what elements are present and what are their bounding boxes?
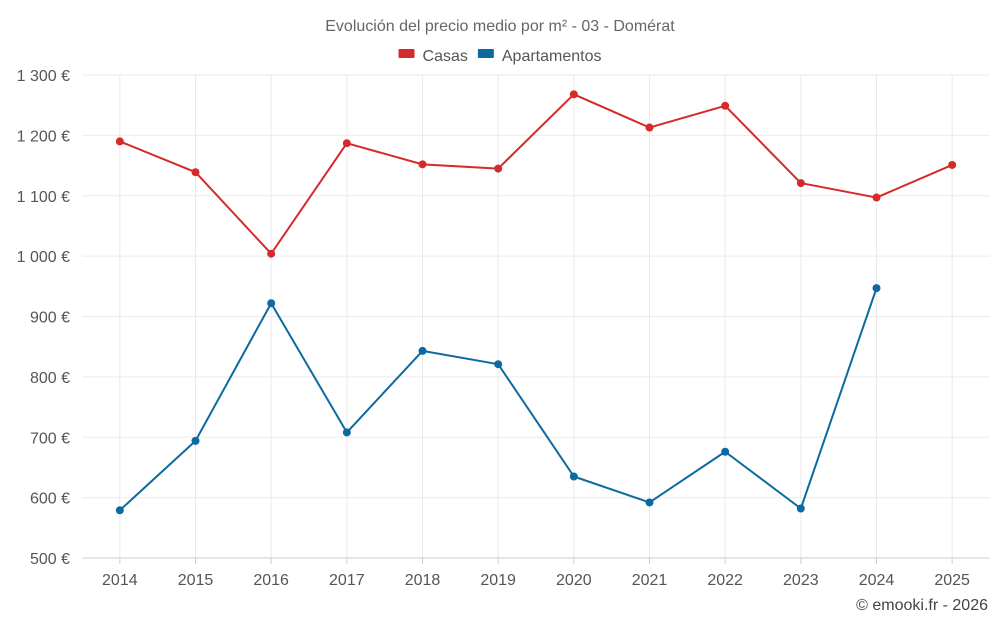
data-point[interactable]: [645, 498, 654, 507]
data-point[interactable]: [872, 193, 881, 202]
x-tick-label: 2017: [329, 572, 365, 589]
x-tick-label: 2019: [480, 572, 516, 589]
y-tick-label: 900 €: [30, 310, 70, 327]
series-apartamentos: [115, 284, 881, 515]
legend-label: Casas: [423, 48, 468, 65]
data-point[interactable]: [721, 101, 730, 110]
data-point[interactable]: [569, 90, 578, 99]
legend-label: Apartamentos: [502, 48, 602, 65]
data-point[interactable]: [645, 123, 654, 132]
y-tick-label: 1 000 €: [17, 249, 70, 266]
x-tick-label: 2025: [934, 572, 970, 589]
data-point[interactable]: [115, 506, 124, 515]
data-point[interactable]: [494, 360, 503, 369]
data-point[interactable]: [267, 249, 276, 258]
credit-text: © emooki.fr - 2026: [856, 597, 988, 614]
x-tick-label: 2018: [405, 572, 441, 589]
data-point[interactable]: [796, 504, 805, 513]
chart-title: Evolución del precio medio por m² - 03 -…: [325, 18, 675, 35]
x-tick-label: 2016: [253, 572, 289, 589]
series-casas: [115, 90, 957, 258]
data-point[interactable]: [872, 284, 881, 293]
series-line: [119, 93, 953, 255]
x-tick-label: 2014: [102, 572, 138, 589]
data-point[interactable]: [418, 346, 427, 355]
data-point[interactable]: [342, 139, 351, 148]
data-point[interactable]: [721, 447, 730, 456]
data-point[interactable]: [115, 137, 124, 146]
data-point[interactable]: [569, 472, 578, 481]
data-point[interactable]: [796, 179, 805, 188]
legend-swatch: [398, 49, 415, 58]
data-point[interactable]: [342, 428, 351, 437]
x-tick-label: 2023: [783, 572, 819, 589]
data-point[interactable]: [191, 168, 200, 177]
y-tick-label: 600 €: [30, 491, 70, 508]
data-point[interactable]: [948, 160, 957, 169]
data-point[interactable]: [418, 160, 427, 169]
axes: 500 € 600 € 700 € 800 € 900 € 1 000 € 1 100 € 1…: [17, 68, 990, 589]
y-tick-label: 1 200 €: [17, 128, 70, 145]
legend: Casas Apartamentos: [398, 48, 602, 65]
legend-item[interactable]: Casas: [398, 48, 468, 65]
y-tick-label: 1 100 €: [17, 189, 70, 206]
grid: [82, 74, 990, 558]
x-tick-label: 2021: [632, 572, 668, 589]
series-group: [115, 90, 957, 515]
x-tick-label: 2022: [707, 572, 743, 589]
y-tick-label: 700 €: [30, 430, 70, 447]
data-point[interactable]: [191, 436, 200, 445]
x-tick-label: 2024: [859, 572, 895, 589]
legend-item[interactable]: Apartamentos: [477, 48, 602, 65]
x-tick-label: 2015: [178, 572, 214, 589]
data-point[interactable]: [494, 164, 503, 173]
y-tick-label: 1 300 €: [17, 68, 70, 85]
x-tick-label: 2020: [556, 572, 592, 589]
y-tick-label: 500 €: [30, 551, 70, 568]
legend-swatch: [477, 49, 494, 58]
data-point[interactable]: [267, 299, 276, 308]
y-tick-label: 800 €: [30, 370, 70, 387]
